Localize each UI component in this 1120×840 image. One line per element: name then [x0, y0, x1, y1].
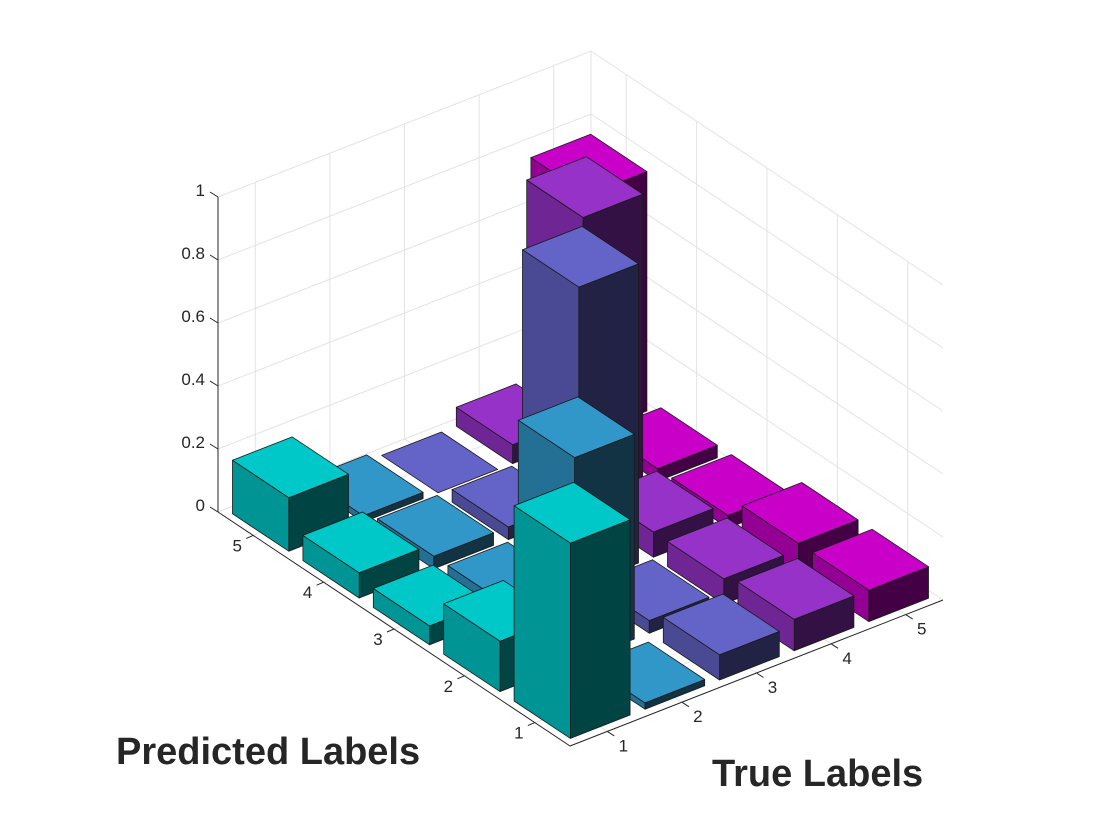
bar-top-face — [232, 436, 349, 499]
y-tick-label: 1 — [514, 724, 523, 743]
bar-true-3-pred-1 — [662, 593, 780, 681]
bar-top-face — [381, 431, 499, 494]
bar-front-face — [513, 505, 571, 739]
bar-top-face — [737, 558, 855, 620]
x-tick-label: 2 — [693, 707, 702, 726]
bar-true-1-pred-5 — [232, 436, 349, 552]
y-tick-mark — [527, 722, 535, 727]
x-tick-label: 3 — [768, 678, 777, 697]
z-tick-mark — [209, 254, 219, 261]
y-axis-title: Predicted Labels — [116, 731, 420, 773]
bar-true-4-pred-1 — [737, 558, 855, 652]
z-tick-label: 0 — [196, 496, 205, 515]
x-axis-title: True Labels — [712, 753, 923, 795]
bar-top-face — [526, 156, 644, 218]
bar-top-face — [377, 494, 494, 557]
bar-top-face — [662, 593, 780, 656]
z-tick-label: 0.4 — [181, 370, 205, 389]
z-tick-mark — [209, 191, 219, 198]
bar-top-face — [667, 517, 784, 580]
z-tick-mark — [209, 443, 219, 450]
z-tick-label: 1 — [196, 181, 205, 200]
bar-top-face — [517, 396, 635, 459]
z-tick-mark — [209, 380, 219, 387]
bar-top-face — [513, 481, 631, 544]
z-tick-label: 0.2 — [181, 433, 205, 452]
bar-side-face — [570, 519, 631, 739]
x-tick-mark — [905, 614, 913, 620]
z-tick-mark — [209, 317, 219, 324]
y-tick-label: 4 — [303, 583, 312, 602]
y-tick-mark — [316, 581, 324, 586]
x-tick-label: 1 — [619, 736, 628, 755]
z-tick-label: 0.8 — [181, 244, 205, 263]
x-tick-mark — [756, 672, 764, 678]
bar-top-face — [741, 482, 859, 544]
z-tick-label: 0.6 — [181, 307, 205, 326]
chart-axis-ticks: 1 2 3 4 5 1 2 3 4 5 0 0.2 0.4 0.6 0.8 1 — [181, 181, 926, 755]
y-tick-mark — [386, 628, 395, 633]
y-tick-label: 3 — [373, 630, 382, 649]
chart-bars — [232, 133, 929, 739]
bar-true-1-pred-1 — [513, 481, 631, 739]
x-tick-mark — [681, 701, 690, 708]
x-tick-mark — [607, 730, 615, 737]
z-tick-mark — [209, 506, 219, 513]
x-tick-label: 5 — [917, 620, 926, 639]
bar-true-3-pred-5 — [381, 431, 499, 494]
y-tick-label: 5 — [232, 536, 241, 555]
bar-top-face — [812, 528, 929, 591]
bar-top-face — [302, 511, 420, 574]
x-tick-mark — [830, 643, 839, 649]
y-tick-mark — [246, 534, 254, 539]
bar-true-1-pred-4 — [302, 511, 420, 599]
x-tick-label: 4 — [842, 649, 851, 668]
y-tick-mark — [457, 675, 465, 680]
bar-top-face — [522, 225, 639, 288]
y-tick-label: 2 — [444, 677, 453, 696]
